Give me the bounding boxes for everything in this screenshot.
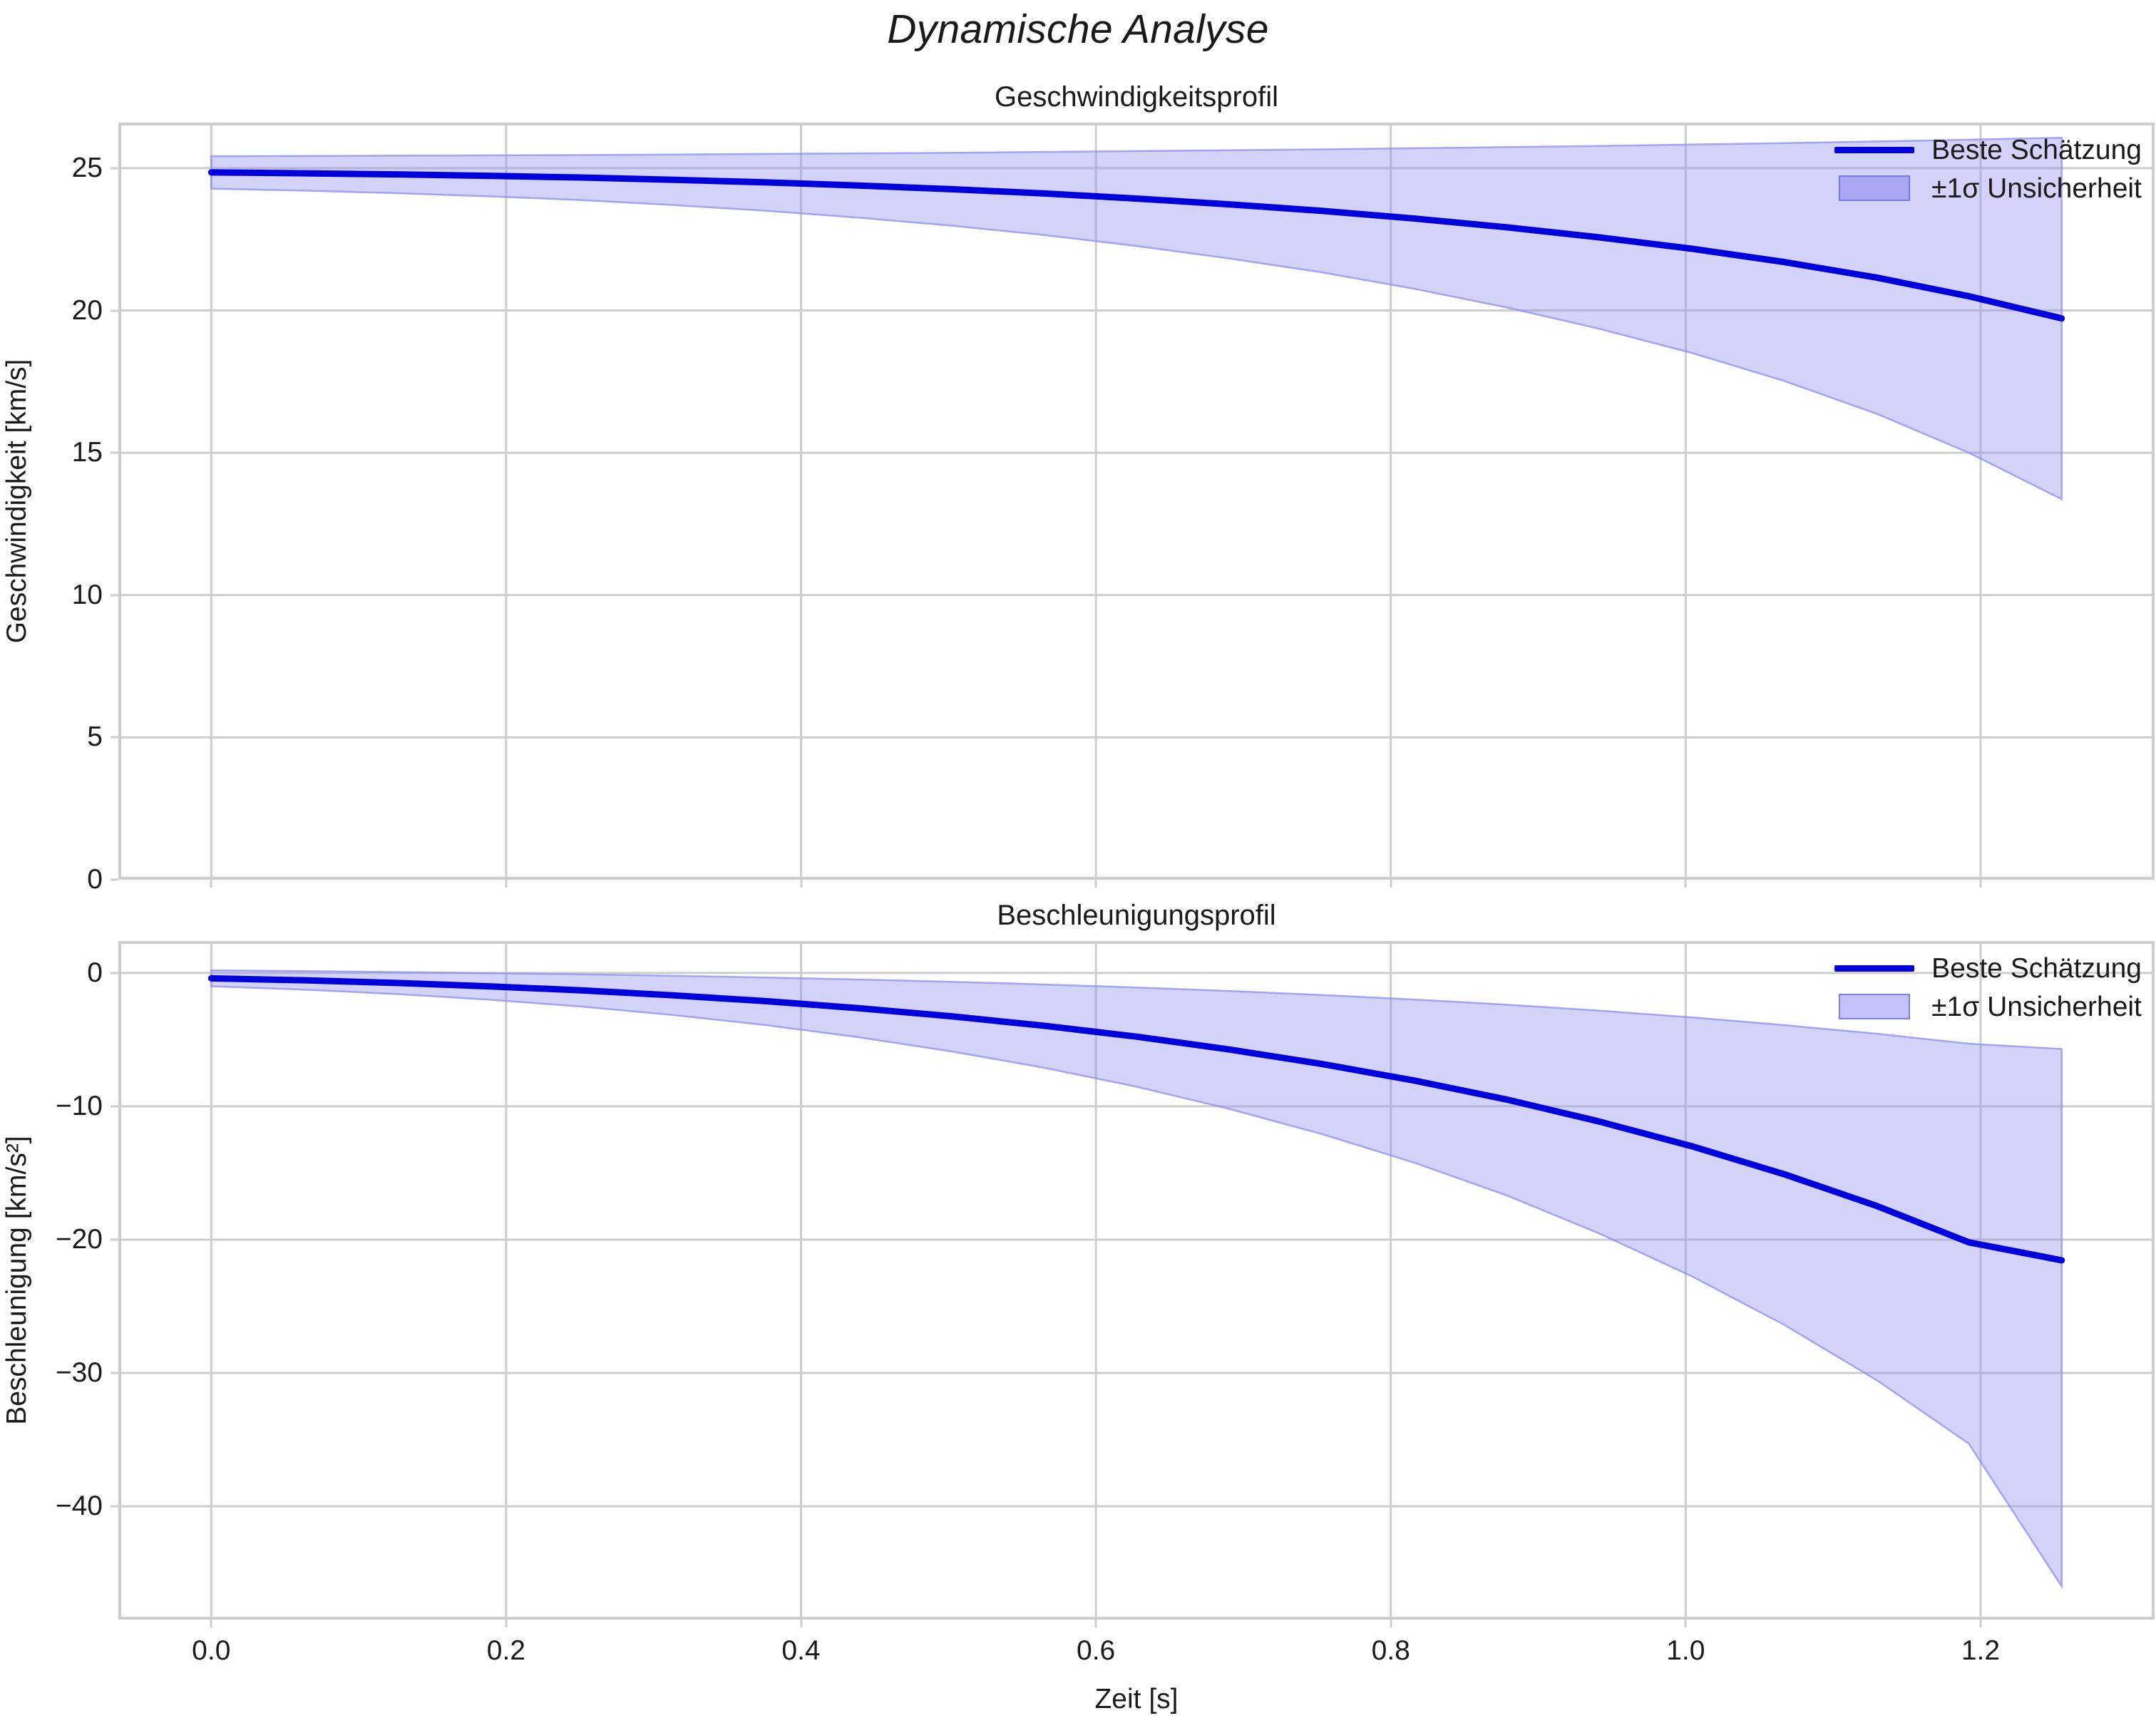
legend-entry-uncertainty[interactable]: ±1σ Unsicherheit [1834,992,2142,1021]
velocity-axes: Geschwindigkeitsprofil Geschwindigkeit [… [1,81,2155,895]
y-axis-tick-mark [111,594,118,597]
y-axis-tick-label: −40 [55,1491,103,1522]
y-axis-tick-label: 25 [71,152,103,183]
y-axis-tick-label: 0 [87,957,103,988]
legend-label-uncertainty: ±1σ Unsicherheit [1931,173,2142,204]
x-axis-tick-label: 0.2 [486,1635,525,1666]
y-axis-tick-mark [111,972,118,974]
y-axis-tick-label: 10 [71,579,103,610]
y-axis-tick-mark [111,1505,118,1508]
y-axis-tick-label: 0 [87,864,103,895]
y-axis-tick-mark [111,736,118,739]
y-axis-tick-mark [111,167,118,170]
y-axis-tick-label: 5 [87,721,103,753]
x-axis-tick-mark [1684,880,1687,888]
legend-patch-swatch [1834,992,1914,1021]
x-axis-tick-mark [505,880,508,888]
legend-label-uncertainty: ±1σ Unsicherheit [1931,991,2142,1022]
legend-entry-best-estimate[interactable]: Beste Schätzung [1834,954,2142,982]
y-axis-tick-mark [111,309,118,312]
x-axis-tick-mark [505,1620,508,1627]
x-axis-tick-label: 0.0 [192,1635,231,1666]
legend-line-swatch [1834,135,1915,164]
y-axis-tick-mark [111,878,118,881]
x-axis-tick-mark [1979,880,1982,888]
x-axis-tick-label: 1.2 [1961,1635,2001,1666]
y-axis-tick-mark [111,1105,118,1108]
x-axis-tick-label: 0.4 [781,1635,821,1666]
velocity-plot-canvas [118,123,2155,880]
x-axis-tick-mark [1390,1620,1392,1627]
legend-line-swatch [1834,954,1915,982]
velocity-axes-frame [118,123,2155,880]
figure-suptitle: Dynamische Analyse [887,6,1269,52]
x-axis-tick-mark [210,1620,212,1627]
y-axis-tick-label: −20 [55,1223,103,1255]
legend-patch-swatch [1834,174,1914,202]
x-axis-tick-mark [1094,1620,1097,1627]
acceleration-legend: Beste Schätzung ±1σ Unsicherheit [1834,954,2142,1021]
legend-label-best-estimate: Beste Schätzung [1931,134,2142,165]
acceleration-plot-canvas [118,941,2155,1620]
x-axis-tick-mark [210,880,212,888]
y-axis-tick-mark [111,451,118,454]
velocity-axes-title: Geschwindigkeitsprofil [995,81,1278,113]
y-axis-tick-label: −30 [55,1357,103,1388]
legend-label-best-estimate: Beste Schätzung [1931,952,2142,984]
velocity-y-axis-label: Geschwindigkeit [km/s] [1,359,32,644]
x-axis-tick-mark [1979,1620,1982,1627]
acceleration-y-axis-label: Beschleunigung [km/s²] [1,1136,32,1425]
x-axis-tick-label: 0.6 [1077,1635,1116,1666]
legend-entry-uncertainty[interactable]: ±1σ Unsicherheit [1834,174,2142,202]
acceleration-axes-title: Beschleunigungsprofil [997,900,1276,931]
x-axis-label: Zeit [s] [1094,1684,1179,1714]
y-axis-tick-label: 15 [71,437,103,468]
legend-entry-best-estimate[interactable]: Beste Schätzung [1834,135,2142,164]
y-axis-tick-label: −10 [55,1090,103,1121]
x-axis-tick-label: 0.8 [1371,1635,1410,1666]
x-axis-tick-mark [1094,880,1097,888]
acceleration-axes: Beschleunigungsprofil Beschleunigung [km… [1,900,2155,1714]
x-axis-tick-mark [800,880,802,888]
y-axis-tick-mark [111,1238,118,1241]
x-axis-tick-mark [1684,1620,1687,1627]
velocity-legend: Beste Schätzung ±1σ Unsicherheit [1834,135,2142,202]
x-axis-tick-label: 1.0 [1666,1635,1705,1666]
x-axis-tick-mark [800,1620,802,1627]
y-axis-tick-mark [111,1372,118,1374]
y-axis-tick-label: 20 [71,294,103,326]
x-axis-tick-mark [1390,880,1392,888]
